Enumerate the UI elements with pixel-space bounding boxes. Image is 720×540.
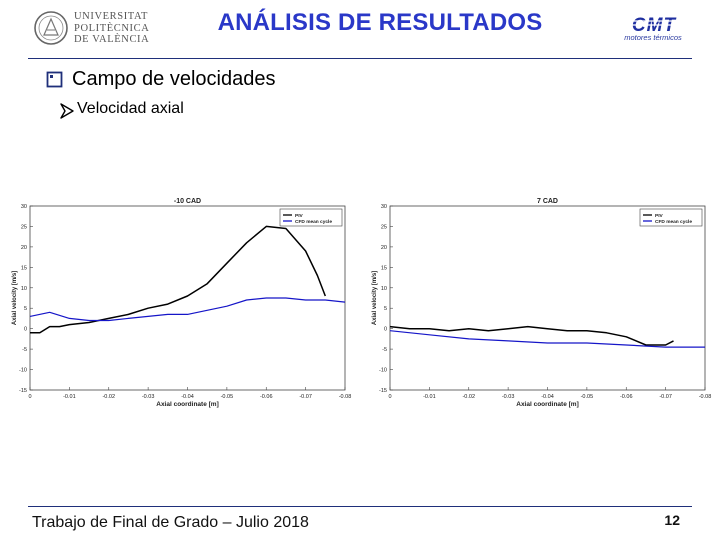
cmt-logo-subtitle: motores térmicos bbox=[624, 33, 682, 42]
x-tick-label: -0.06 bbox=[620, 394, 633, 400]
y-tick-label: 15 bbox=[21, 265, 27, 271]
y-tick-label: -15 bbox=[379, 388, 387, 394]
x-tick-label: -0.04 bbox=[541, 394, 554, 400]
y-axis-label: Axial velocity [m/s] bbox=[372, 271, 378, 325]
chart-minus-10-cad: -10 CAD 30 25 20 15 10 5 0 -5 -10 -15 0 -0.01 -0.02 -0… bbox=[10, 190, 355, 415]
series-line-cfd-mean-cycle bbox=[389, 330, 705, 348]
y-tick-label: 25 bbox=[381, 224, 387, 230]
x-tick-label: -0.05 bbox=[221, 394, 234, 400]
footer-text: Trabajo de Final de Grado – Julio 2018 bbox=[32, 514, 309, 531]
x-tick-label: -0.05 bbox=[581, 394, 594, 400]
legend bbox=[279, 208, 343, 227]
header-divider bbox=[28, 58, 692, 59]
x-tick-label: -0.03 bbox=[142, 394, 155, 400]
y-tick-label: 0 bbox=[384, 327, 387, 333]
y-tick-label: 5 bbox=[384, 306, 387, 312]
y-tick-label: 10 bbox=[381, 286, 387, 292]
x-tick-label: -0.07 bbox=[299, 394, 312, 400]
legend bbox=[639, 208, 703, 227]
series-line-piv bbox=[30, 225, 326, 334]
x-tick-label: -0.07 bbox=[659, 394, 672, 400]
university-logo-line-3: DE VALÈNCIA bbox=[74, 34, 150, 45]
y-tick-label: -5 bbox=[22, 347, 27, 353]
y-tick-label: -5 bbox=[382, 347, 387, 353]
x-axis-label: Axial coordinate [m] bbox=[156, 401, 218, 408]
x-tick-label: -0.01 bbox=[63, 394, 76, 400]
university-logo: UNIVERSITAT POLITÈCNICA DE VALÈNCIA bbox=[34, 10, 150, 48]
x-tick-label: -0.06 bbox=[260, 394, 273, 400]
slide-title: ANÁLISIS DE RESULTADOS bbox=[217, 9, 543, 36]
y-tick-label: -10 bbox=[19, 368, 27, 374]
x-tick-label: -0.08 bbox=[699, 394, 712, 400]
x-tick-label: -0.02 bbox=[462, 394, 475, 400]
university-logo-line-1: UNIVERSITAT bbox=[74, 11, 149, 22]
bullet-level-2-text: Velocidad axial bbox=[77, 100, 184, 117]
x-axis-label: Axial coordinate [m] bbox=[516, 401, 578, 408]
chart-title: -10 CAD bbox=[174, 198, 201, 205]
y-tick-label: -10 bbox=[379, 368, 387, 374]
x-tick-label: -0.02 bbox=[102, 394, 115, 400]
y-tick-label: 25 bbox=[21, 224, 27, 230]
y-tick-label: 0 bbox=[24, 327, 27, 333]
chart-title: 7 CAD bbox=[537, 198, 558, 205]
y-tick-label: 30 bbox=[21, 204, 27, 210]
legend-entry: CFD mean cycle bbox=[655, 219, 692, 225]
y-tick-label: 20 bbox=[381, 245, 387, 251]
x-tick-label: 0 bbox=[28, 394, 31, 400]
page-number: 12 bbox=[664, 512, 680, 528]
series-line-piv bbox=[389, 325, 674, 346]
footer-divider bbox=[28, 506, 692, 507]
y-tick-label: 20 bbox=[21, 245, 27, 251]
x-tick-label: -0.01 bbox=[423, 394, 436, 400]
y-tick-label: 30 bbox=[381, 204, 387, 210]
plot-frame bbox=[389, 205, 706, 391]
cmt-logo: CMT bbox=[621, 15, 687, 36]
y-tick-label: 15 bbox=[381, 265, 387, 271]
square-bullet-icon bbox=[46, 71, 63, 88]
y-axis-label: Axial velocity [m/s] bbox=[12, 271, 18, 325]
plot-frame bbox=[29, 205, 346, 391]
legend-entry: CFD mean cycle bbox=[295, 219, 332, 225]
y-tick-label: -15 bbox=[19, 388, 27, 394]
y-tick-label: 5 bbox=[24, 306, 27, 312]
series-line-cfd-mean-cycle bbox=[29, 297, 346, 322]
university-seal-icon bbox=[34, 11, 68, 45]
x-tick-label: -0.03 bbox=[502, 394, 515, 400]
chart-7-cad: 7 CAD 30 25 20 15 10 5 0 -5 -10 -15 0 -0.01 -0.02 -0.0… bbox=[370, 190, 715, 415]
bullet-level-1-text: Campo de velocidades bbox=[72, 68, 276, 90]
x-tick-label: -0.08 bbox=[339, 394, 352, 400]
y-tick-label: 10 bbox=[21, 286, 27, 292]
university-logo-line-2: POLITÈCNICA bbox=[74, 22, 150, 34]
arrow-bullet-icon bbox=[60, 103, 74, 119]
legend-entry: PIV bbox=[655, 213, 664, 219]
x-tick-label: -0.04 bbox=[181, 394, 194, 400]
x-tick-label: 0 bbox=[388, 394, 391, 400]
legend-entry: PIV bbox=[295, 213, 304, 219]
